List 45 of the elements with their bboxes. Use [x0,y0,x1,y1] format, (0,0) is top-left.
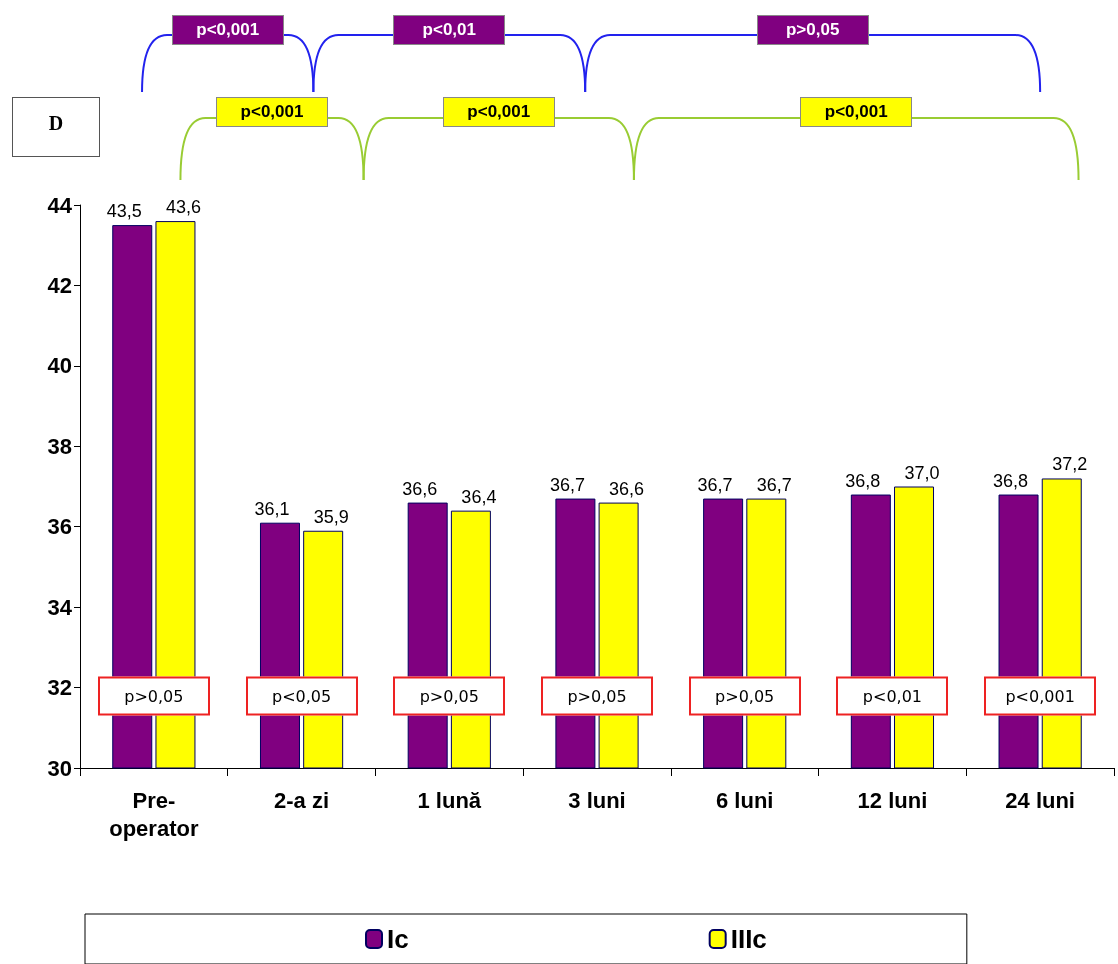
data-label: 36,4 [461,486,497,507]
data-label: 36,6 [402,478,438,499]
label-box: D [12,97,100,157]
data-label: 43,5 [106,201,142,222]
label-box: p<0,001 [171,15,284,45]
data-label: 36,6 [609,478,645,499]
legend-label: IIIc [730,924,767,954]
label-box: p>0,05 [756,15,869,45]
y-tick-label: 36 [47,514,72,540]
x-tick-label: 12 luni [857,787,928,813]
y-tick-label: 40 [47,353,72,379]
y-tick-label: 42 [47,272,72,298]
label-box: p<0,001 [800,97,913,127]
x-tick-label: 24 luni [1005,787,1075,813]
y-tick-label: 30 [47,755,72,781]
x-tick-label: 1 lună [417,787,482,813]
label-box: p>0,05 [97,676,210,716]
data-label: 36,7 [756,474,792,495]
y-tick-label: 38 [47,433,72,459]
y-tick-label: 44 [47,192,73,218]
label-box: p>0,05 [541,676,653,716]
data-label: 36,8 [993,470,1029,491]
label-box: p<0,001 [984,676,1097,716]
legend-label: Ic [387,924,409,954]
label-box: p>0,05 [688,676,801,716]
x-tick-label: 2-a zi [274,787,330,813]
label-box: p<0,001 [216,97,328,127]
data-label: 35,9 [313,506,349,527]
data-label: 43,6 [165,197,201,218]
x-tick-label: 6 luni [715,787,774,813]
y-tick-label: 34 [47,594,73,620]
x-tick-label: Pre- operator [109,787,199,841]
data-label: 36,7 [549,474,585,495]
data-label: 37,2 [1052,454,1088,475]
data-label: 37,0 [904,462,940,483]
y-tick-label: 32 [47,675,72,701]
data-label: 36,7 [697,474,733,495]
label-box: p<0,05 [245,676,358,716]
x-tick-label: 3 luni [568,787,626,813]
label-box: p<0,001 [442,97,555,127]
label-box: p>0,05 [393,676,506,716]
data-label: 36,8 [845,470,881,491]
data-label: 36,1 [254,498,290,519]
label-box: p<0,01 [836,676,949,716]
label-box: p<0,01 [393,15,506,45]
